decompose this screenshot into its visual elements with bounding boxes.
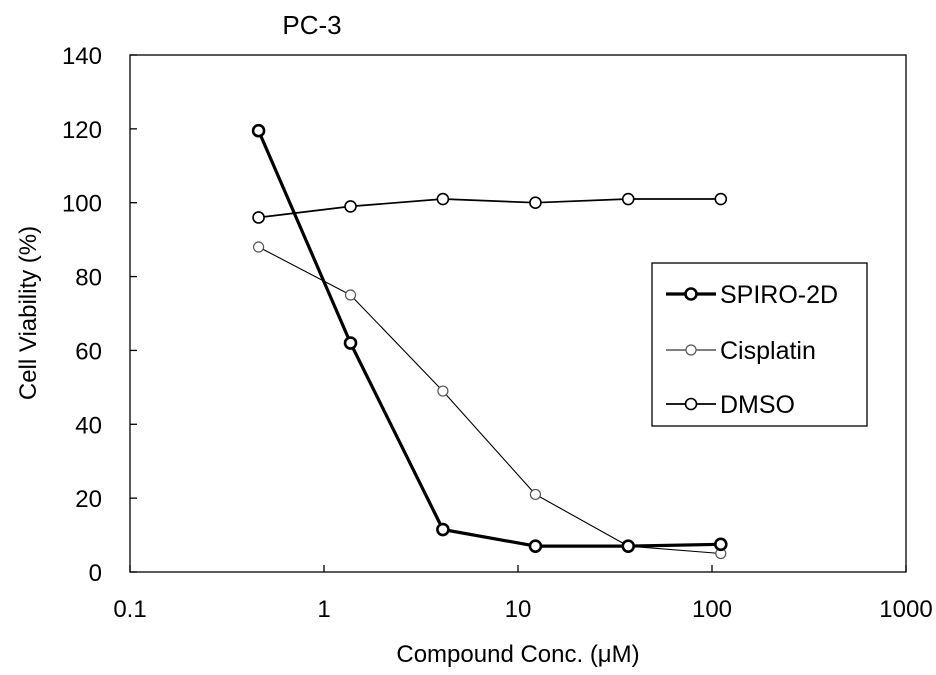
x-tick-label: 100: [692, 596, 732, 623]
data-point-dmso: [344, 200, 357, 213]
y-tick-label: 100: [62, 191, 102, 218]
data-point-dmso: [714, 192, 728, 206]
data-point-cisplatin: [529, 488, 542, 501]
legend: SPIRO-2D Cisplatin DMSO: [651, 262, 868, 427]
y-axis-ticks: 0 20 40 60 80 100 120 140: [62, 43, 137, 587]
data-point-cisplatin: [252, 241, 265, 253]
x-tick-label: 1000: [879, 596, 932, 623]
x-axis-label: Compound Conc. (μM): [396, 641, 639, 668]
y-tick-label: 20: [75, 486, 102, 513]
series-line-dmso: [258, 198, 721, 219]
data-point-spiro-2d: [251, 123, 266, 138]
x-tick-label: 10: [505, 596, 532, 623]
legend-entry-dmso: DMSO: [666, 391, 795, 419]
data-point-cisplatin: [437, 385, 449, 397]
series-spiro-2d: [251, 123, 728, 553]
legend-label: DMSO: [720, 391, 795, 419]
y-tick-label: 40: [75, 412, 102, 439]
data-point-dmso: [621, 192, 635, 206]
y-tick-label: 80: [75, 265, 102, 292]
series-dmso: [252, 192, 728, 224]
legend-entry-spiro-2d: SPIRO-2D: [666, 281, 838, 309]
y-tick-label: 60: [75, 338, 102, 365]
series-line-spiro-2d: [257, 130, 721, 548]
legend-entry-cisplatin: Cisplatin: [666, 337, 816, 365]
data-point-dmso: [252, 211, 265, 224]
series-layer: [251, 123, 728, 560]
data-point-cisplatin: [344, 289, 357, 301]
legend-items: SPIRO-2D Cisplatin DMSO: [666, 281, 838, 419]
data-point-spiro-2d: [713, 537, 728, 552]
x-axis-ticks: 0.1 1 10 100 1000: [113, 565, 933, 623]
data-point-dmso: [436, 192, 450, 206]
data-point-spiro-2d: [436, 522, 450, 537]
data-point-spiro-2d: [343, 336, 358, 350]
legend-swatch-marker: [684, 287, 698, 301]
y-tick-label: 0: [89, 560, 102, 587]
data-point-dmso: [529, 196, 542, 210]
legend-swatch-marker: [685, 344, 697, 356]
legend-label: SPIRO-2D: [720, 281, 838, 309]
y-tick-label: 140: [62, 43, 102, 70]
x-tick-label: 0.1: [113, 596, 146, 623]
x-tick-label: 1: [317, 596, 330, 623]
data-point-spiro-2d: [528, 539, 543, 553]
chart-title: PC-3: [282, 10, 341, 40]
y-tick-label: 120: [62, 117, 102, 144]
legend-swatch-marker: [684, 397, 698, 411]
data-point-spiro-2d: [621, 539, 636, 553]
y-axis-label: Cell Viability (%): [15, 226, 42, 400]
legend-label: Cisplatin: [720, 337, 816, 365]
